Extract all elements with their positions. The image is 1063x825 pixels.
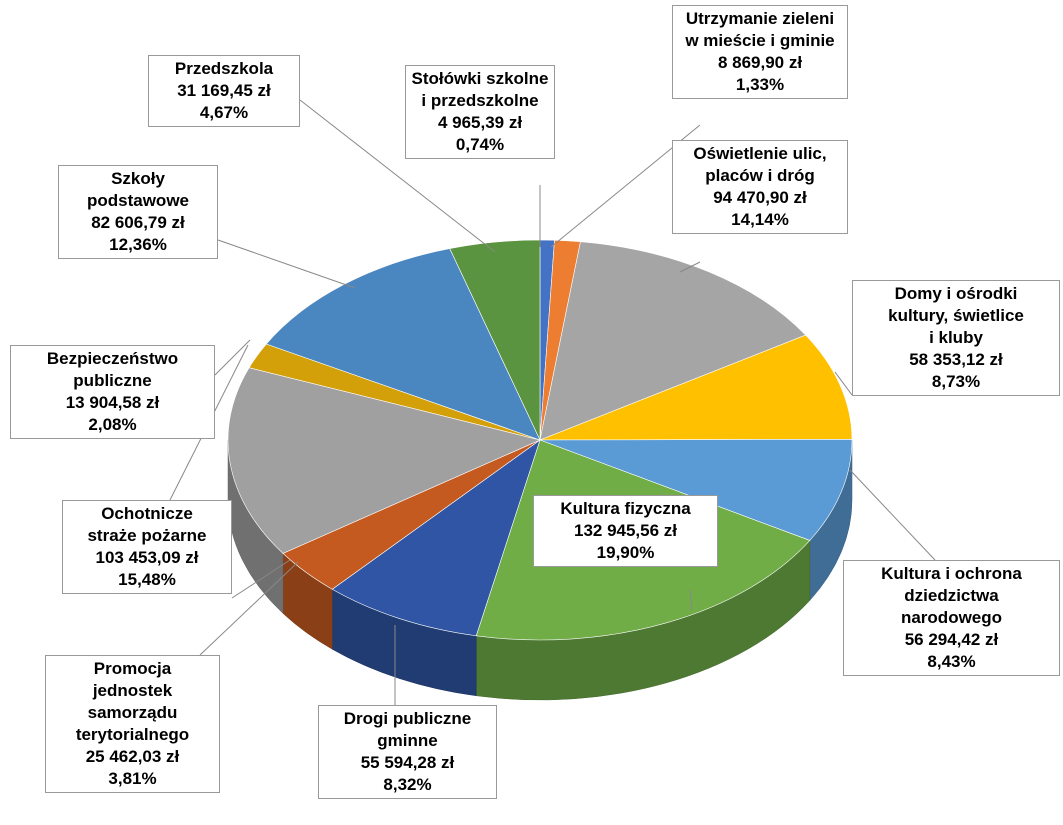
slice xyxy=(227,367,541,554)
label-percent: 8,73% xyxy=(931,372,981,391)
leader-line xyxy=(299,99,496,253)
slice xyxy=(331,439,541,637)
label-amount: 56 294,42 zł xyxy=(904,630,999,649)
data-label: Bezpieczeństwo publiczne 13 904,58 zł 2,08… xyxy=(10,345,215,439)
label-amount: 13 904,58 zł xyxy=(65,393,160,412)
label-name: Drogi publiczne gminne xyxy=(343,709,472,750)
slice xyxy=(539,241,807,441)
label-name: Promocja jednostek samorządu terytorialn… xyxy=(75,659,190,744)
label-percent: 2,08% xyxy=(88,415,137,434)
leader-line xyxy=(199,561,299,656)
data-label: Oświetlenie ulic, placów i dróg 94 470,90… xyxy=(672,140,848,234)
label-amount: 58 353,12 zł xyxy=(909,350,1003,369)
data-label: Kultura i ochrona dziedzictwa narodowego… xyxy=(843,560,1060,676)
leader-line xyxy=(231,559,291,599)
label-name: Stołówki szkolne i przedszkolne xyxy=(411,69,549,110)
slices xyxy=(227,239,853,701)
label-percent: 8,32% xyxy=(383,775,432,794)
leader-lines xyxy=(169,99,936,705)
label-percent: 12,36% xyxy=(109,235,167,254)
slice xyxy=(539,438,853,541)
label-amount: 82 606,79 zł xyxy=(91,213,185,232)
label-amount: 103 453,09 zł xyxy=(95,548,199,567)
label-amount: 8 869,90 zł xyxy=(717,53,803,72)
label-percent: 1,33% xyxy=(735,75,785,94)
data-label: Kultura fizyczna 132 945,56 zł 19,90% xyxy=(533,495,718,567)
label-amount: 94 470,90 zł xyxy=(713,188,807,207)
label-name: Szkoły podstawowe xyxy=(86,169,189,210)
leader-line xyxy=(834,371,853,396)
label-amount: 55 594,28 zł xyxy=(360,753,455,772)
leader-line xyxy=(214,339,251,376)
label-name: Kultura fizyczna xyxy=(560,499,691,518)
label-amount: 31 169,45 zł xyxy=(177,81,271,100)
data-label: Utrzymanie zieleni w mieście i gminie 8 8… xyxy=(672,5,848,99)
data-label: Domy i ośrodki kultury, świetlice i klub… xyxy=(852,280,1060,396)
leader-line xyxy=(679,261,701,273)
label-amount: 132 945,56 zł xyxy=(573,521,678,540)
data-label: Drogi publiczne gminne 55 594,28 zł 8,32% xyxy=(318,705,497,799)
label-name: Ochotnicze straże pożarne xyxy=(87,504,207,545)
data-label: Ochotnicze straże pożarne 103 453,09 zł 15… xyxy=(62,500,232,594)
label-name: Oświetlenie ulic, placów i dróg xyxy=(693,144,827,185)
leader-line xyxy=(217,239,356,289)
label-amount: 4 965,39 zł xyxy=(437,113,523,132)
data-label: Szkoły podstawowe 82 606,79 zł 12,36% xyxy=(58,165,218,259)
label-percent: 0,74% xyxy=(455,135,505,154)
label-name: Utrzymanie zieleni w mieście i gminie xyxy=(685,9,835,50)
label-percent: 3,81% xyxy=(108,769,157,788)
label-name: Przedszkola xyxy=(174,59,274,78)
data-label: Stołówki szkolne i przedszkolne 4 965,39 … xyxy=(405,65,555,159)
leader-line xyxy=(689,589,693,611)
label-percent: 15,48% xyxy=(118,570,176,589)
data-label: Promocja jednostek samorządu terytorialn… xyxy=(45,655,220,793)
label-amount: 25 462,03 zł xyxy=(85,747,180,766)
label-percent: 14,14% xyxy=(731,210,789,229)
slice xyxy=(539,334,853,441)
label-percent: 4,67% xyxy=(199,103,249,122)
slice xyxy=(265,248,541,441)
label-name: Bezpieczeństwo publiczne xyxy=(46,349,179,390)
label-name: Domy i ośrodki kultury, świetlice i klub… xyxy=(888,284,1024,347)
label-percent: 8,43% xyxy=(927,652,976,671)
data-label: Przedszkola 31 169,45 zł 4,67% xyxy=(148,55,300,127)
label-percent: 19,90% xyxy=(596,543,655,562)
label-name: Kultura i ochrona dziedzictwa narodowego xyxy=(881,564,1022,627)
leader-line xyxy=(849,469,936,561)
